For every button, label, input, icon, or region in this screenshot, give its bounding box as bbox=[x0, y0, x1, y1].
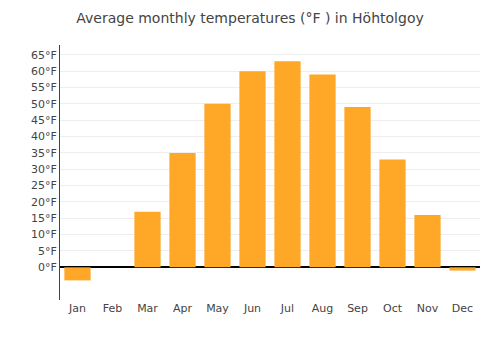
svg-text:60°F: 60°F bbox=[31, 65, 57, 78]
svg-text:Mar: Mar bbox=[137, 302, 158, 315]
svg-text:35°F: 35°F bbox=[31, 147, 57, 160]
svg-text:Jun: Jun bbox=[243, 302, 261, 315]
svg-text:55°F: 55°F bbox=[31, 81, 57, 94]
svg-text:Nov: Nov bbox=[417, 302, 439, 315]
svg-text:Dec: Dec bbox=[452, 302, 473, 315]
svg-text:30°F: 30°F bbox=[31, 163, 57, 176]
svg-text:10°F: 10°F bbox=[31, 228, 57, 241]
svg-text:Jul: Jul bbox=[280, 302, 294, 315]
svg-text:Feb: Feb bbox=[103, 302, 122, 315]
svg-text:Aug: Aug bbox=[312, 302, 333, 315]
svg-text:0°F: 0°F bbox=[38, 261, 57, 274]
svg-text:15°F: 15°F bbox=[31, 212, 57, 225]
svg-text:Average monthly temperatures (: Average monthly temperatures (°F ) in Hö… bbox=[76, 10, 423, 26]
svg-text:25°F: 25°F bbox=[31, 179, 57, 192]
svg-text:5°F: 5°F bbox=[38, 245, 57, 258]
svg-text:Jan: Jan bbox=[68, 302, 86, 315]
svg-text:Sep: Sep bbox=[347, 302, 368, 315]
svg-text:50°F: 50°F bbox=[31, 98, 57, 111]
svg-text:May: May bbox=[206, 302, 229, 315]
svg-text:45°F: 45°F bbox=[31, 114, 57, 127]
svg-text:Apr: Apr bbox=[173, 302, 193, 315]
svg-text:40°F: 40°F bbox=[31, 130, 57, 143]
svg-text:20°F: 20°F bbox=[31, 196, 57, 209]
svg-text:65°F: 65°F bbox=[31, 49, 57, 62]
svg-text:Oct: Oct bbox=[383, 302, 403, 315]
